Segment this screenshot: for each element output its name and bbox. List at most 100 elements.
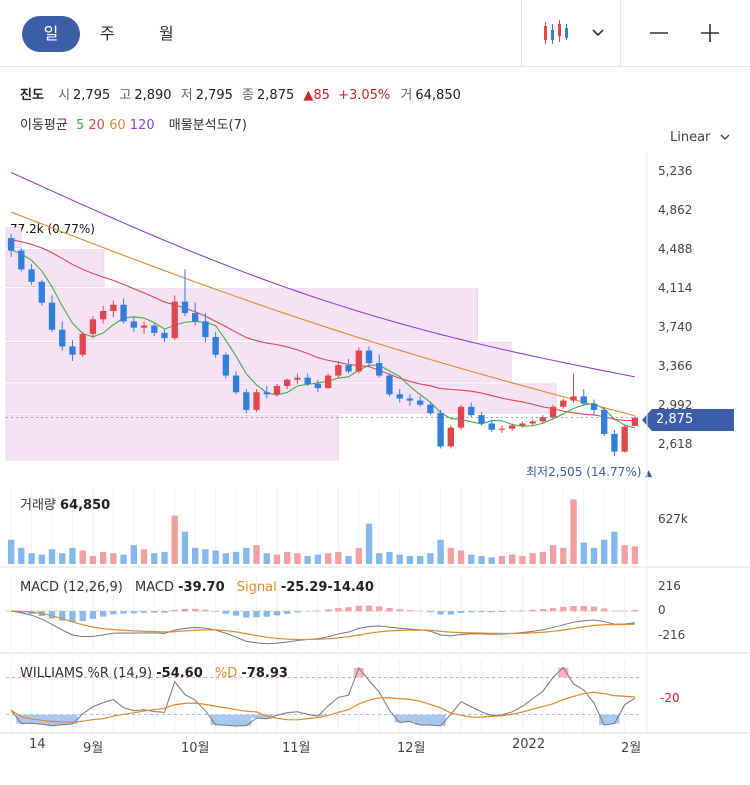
high-value: 2,890: [134, 88, 172, 103]
candle-body: [89, 319, 97, 334]
macd-hist-value: -14.40: [327, 580, 374, 595]
candle-body: [202, 321, 209, 338]
volume-bar: [192, 547, 199, 564]
williams-oversold-fill: [67, 714, 78, 724]
toolbar-divider: [521, 0, 522, 66]
candle-body: [580, 396, 587, 404]
candle-body: [243, 392, 250, 410]
macd-hist-bar: [386, 607, 393, 612]
candle-body: [549, 406, 557, 418]
williams-overbought-fill: [558, 667, 569, 678]
williams-oversold-fill: [599, 714, 610, 725]
williams-d-value: -78.93: [241, 666, 288, 681]
macd-hist-bar: [263, 611, 270, 617]
candle-body: [478, 415, 485, 424]
macd-hist-bar: [69, 611, 76, 623]
macd-hist-bar: [273, 611, 281, 616]
tab-week[interactable]: 주: [100, 24, 115, 43]
volume-bar: [171, 515, 178, 564]
volume-bar: [427, 553, 434, 564]
low-label: 저: [180, 88, 193, 103]
tab-month[interactable]: 월: [159, 24, 174, 43]
volume-bar: [140, 549, 148, 564]
volume-bar: [130, 545, 137, 564]
williams-oversold-fill: [394, 714, 405, 723]
macd-hist-bar: [110, 611, 117, 615]
williams-oversold-fill: [312, 714, 323, 717]
signal-label: Signal: [236, 580, 277, 595]
volume-bar: [457, 550, 465, 564]
candle-body: [161, 332, 168, 339]
candle-body: [171, 301, 178, 339]
candle-body: [232, 375, 240, 393]
price-axis-label: 2,618: [658, 436, 693, 451]
open-label: 시: [58, 88, 71, 103]
macd-hist-bar: [427, 611, 434, 613]
candle-body: [7, 238, 15, 251]
macd-hist-bar: [130, 611, 137, 614]
scale-mode-value: Linear: [670, 130, 711, 145]
candle-body: [365, 350, 373, 364]
close-value: 2,875: [257, 88, 295, 103]
ma-20: 20: [88, 118, 105, 133]
volume-bar: [273, 554, 281, 564]
price-axis-label: 4,488: [658, 241, 693, 256]
lowest-label: 최저: [526, 465, 549, 479]
price-axis-label: 4,114: [658, 280, 693, 295]
macd-hist-bar: [99, 611, 107, 617]
candlestick-type-icon[interactable]: [540, 18, 570, 48]
candle-body: [263, 392, 270, 395]
zoom-in-icon[interactable]: [699, 22, 721, 44]
volume-label: 거: [400, 88, 413, 103]
macd-hist-bar: [498, 611, 506, 613]
volume-bar: [38, 554, 45, 564]
macd-hist-bar: [314, 610, 322, 612]
volume-bar: [120, 554, 127, 564]
candle-body: [406, 398, 414, 401]
macd-hist-bar: [580, 606, 587, 612]
up-triangle-icon: ▲: [645, 469, 653, 479]
macd-axis-zero: 0: [658, 603, 666, 617]
macd-hist-bar: [355, 605, 362, 612]
williams-oversold-fill: [404, 714, 416, 722]
stock-name: 진도: [20, 88, 44, 103]
lowest-value: 2,505: [548, 465, 583, 479]
price-axis-label: 5,236: [658, 163, 693, 178]
chevron-down-icon[interactable]: [590, 24, 606, 40]
candle-body: [99, 311, 107, 320]
candle-body: [345, 365, 352, 372]
williams-oversold-fill: [210, 714, 221, 725]
low-value: 2,795: [195, 88, 233, 103]
macd-hist-bar: [437, 611, 444, 615]
williams-oversold-fill: [609, 714, 620, 724]
ma-120: 120: [129, 118, 155, 133]
ma-legend[interactable]: 이동평균 5 20 60 120 매물분석도(7): [20, 114, 247, 133]
volume-bar: [59, 553, 66, 564]
williams-d-line: [10, 691, 635, 723]
volume-bar: [570, 499, 577, 564]
candle-body: [69, 346, 76, 355]
lowest-price-marker: 최저2,505 (14.77%) ▲: [526, 463, 652, 480]
candle-body: [120, 304, 127, 322]
x-label-nov: 11월: [282, 741, 311, 756]
volume-bar: [263, 553, 270, 564]
volume-bar: [345, 555, 352, 564]
tab-day[interactable]: 일: [22, 16, 80, 52]
candle-body: [396, 394, 403, 399]
volume-bar: [151, 553, 158, 564]
ma-line-5: [10, 249, 636, 429]
macd-hist-bar: [488, 611, 495, 613]
candle-body: [38, 281, 45, 303]
zoom-out-icon[interactable]: [648, 22, 670, 44]
macd-title: MACD (12,26,9): [20, 580, 123, 595]
candle-body: [631, 417, 639, 427]
volume-bar: [539, 551, 547, 564]
macd-hist-bar: [151, 611, 158, 613]
candle-body: [539, 417, 547, 422]
macd-hist-bar: [140, 611, 148, 613]
macd-label: MACD: [135, 580, 174, 595]
williams-oversold-fill: [425, 714, 436, 726]
scale-mode-select[interactable]: Linear: [670, 129, 730, 145]
macd-hist-bar: [539, 609, 547, 612]
